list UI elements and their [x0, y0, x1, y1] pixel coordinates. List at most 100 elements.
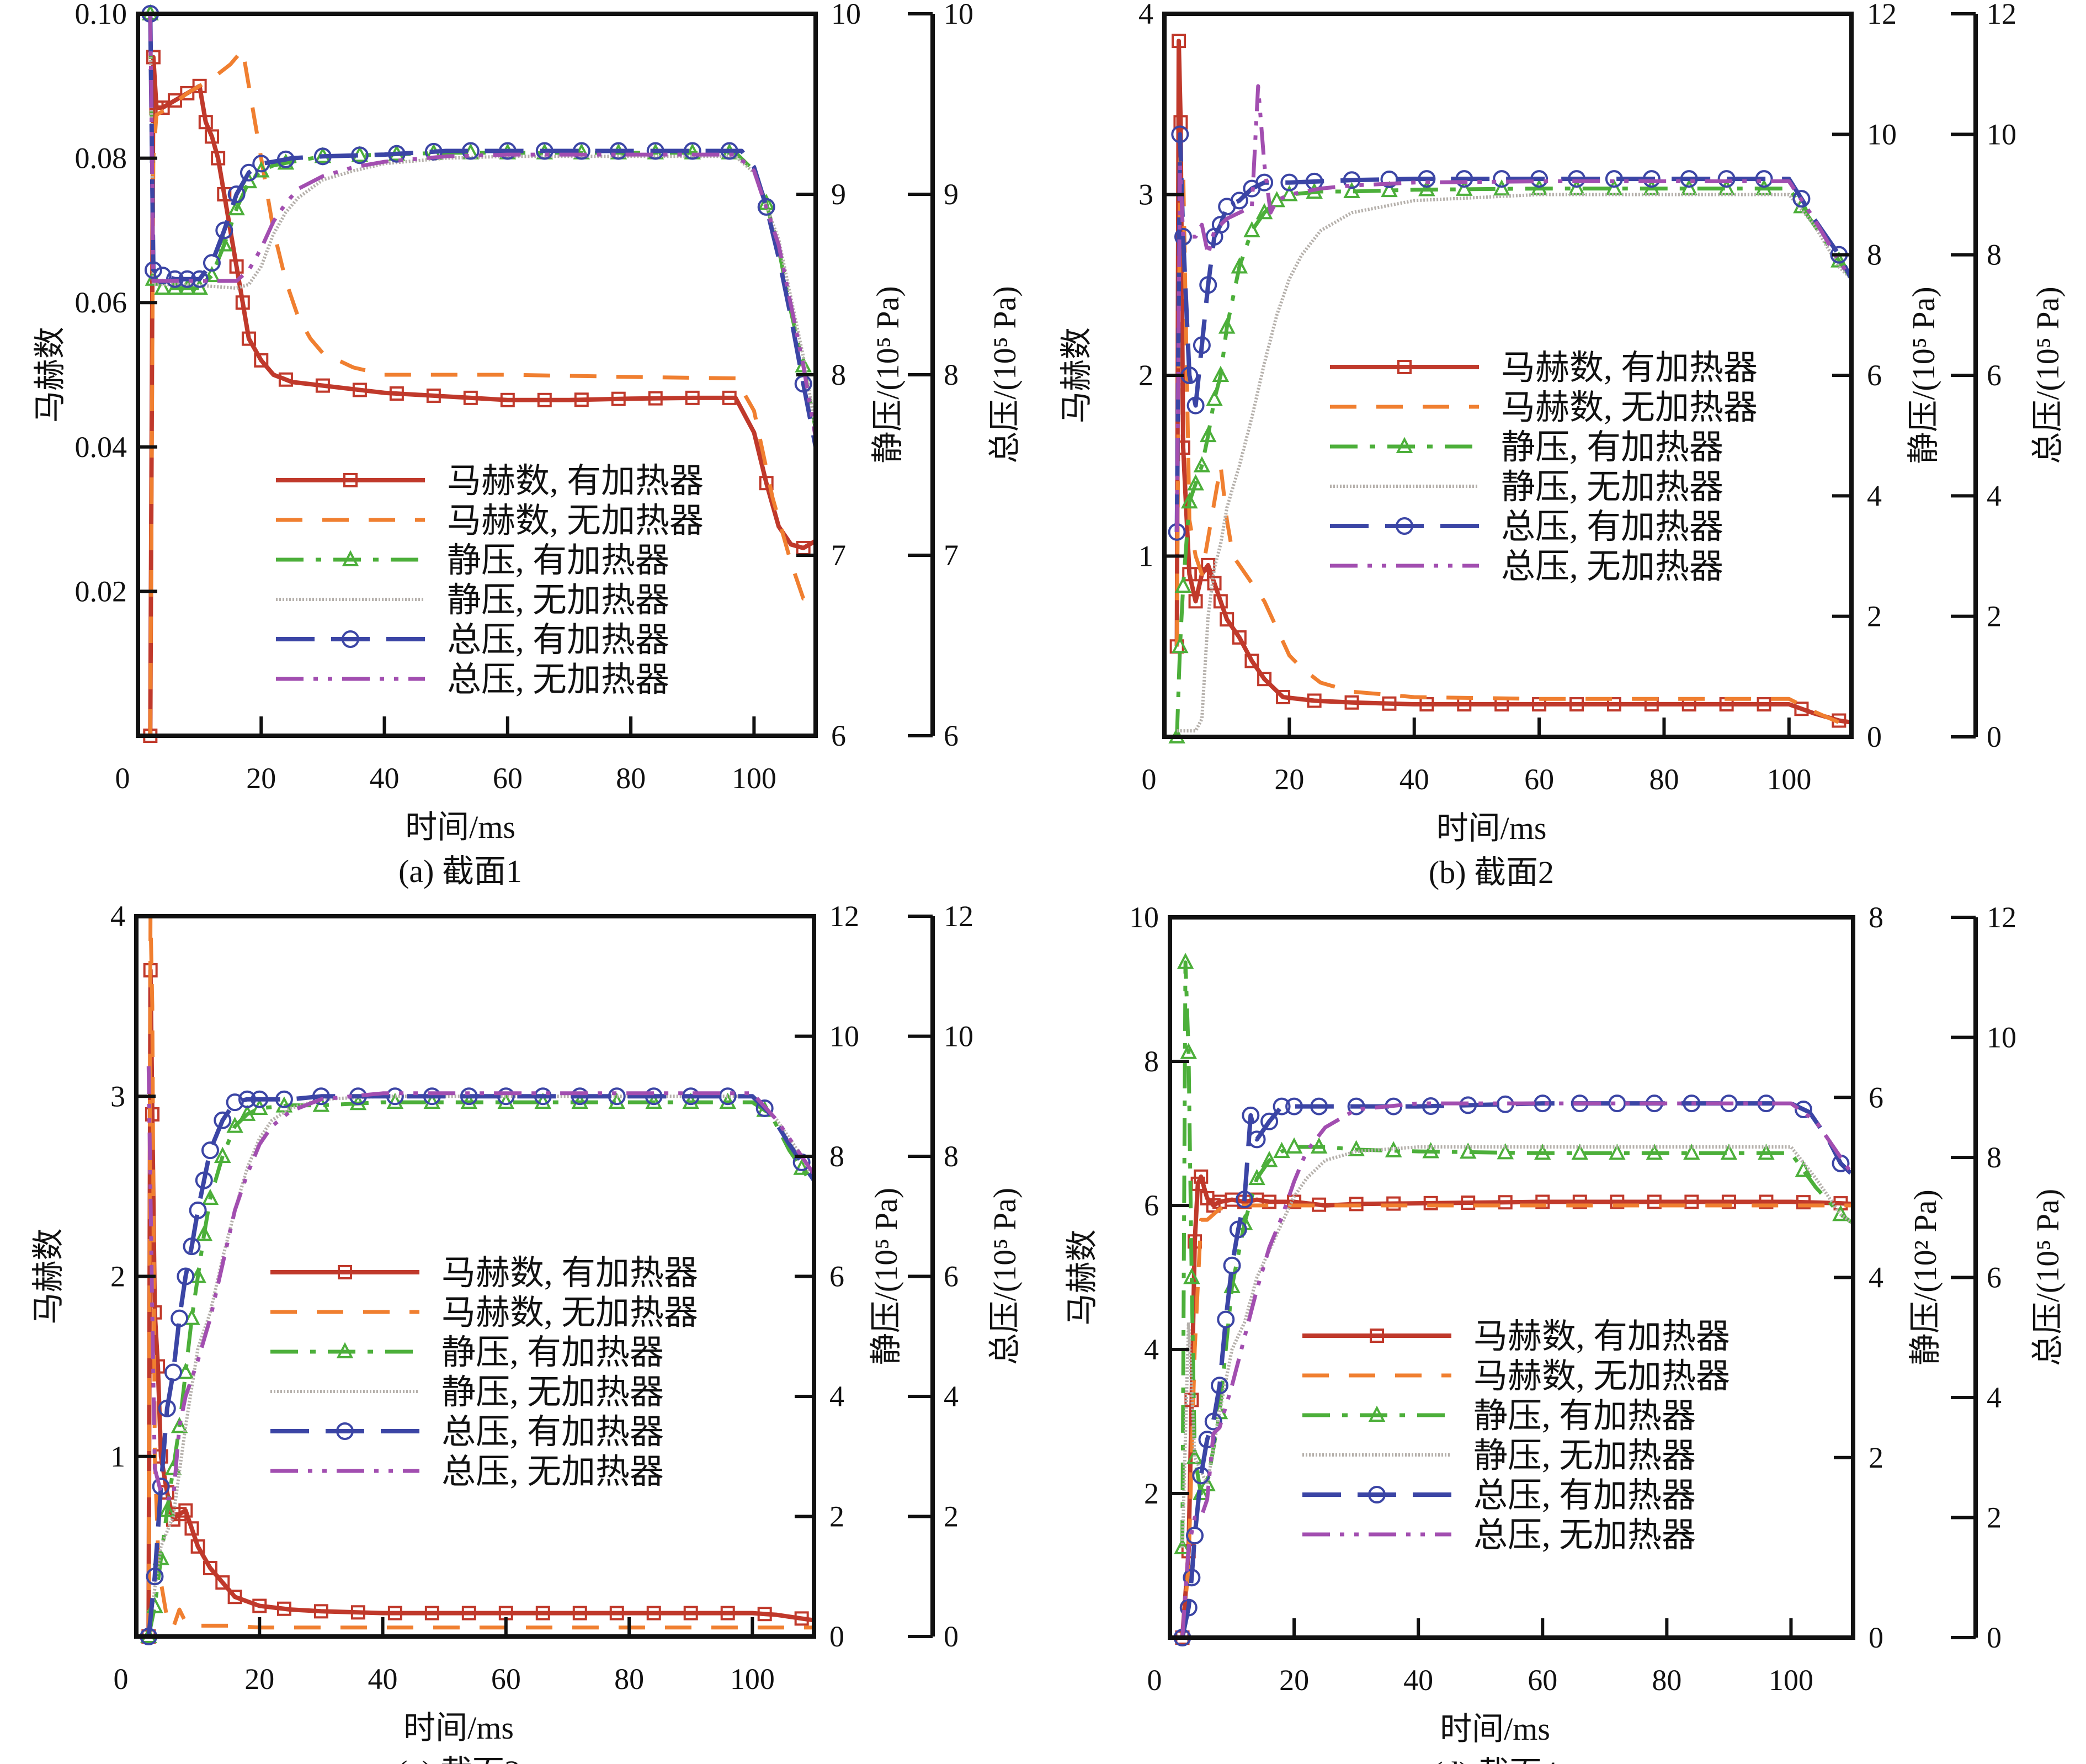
data-marker [1720, 1144, 1738, 1160]
legend-label: 马赫数, 无加热器 [447, 502, 704, 540]
data-marker [312, 1087, 330, 1106]
data-marker [1255, 203, 1273, 220]
legend-marker [342, 630, 359, 648]
data-marker [251, 1090, 269, 1108]
y-right1-tick-label: 2 [829, 1500, 844, 1533]
data-marker [155, 100, 170, 115]
data-marker [461, 1606, 476, 1620]
legend-marker [1396, 517, 1413, 535]
x-tick-label: 40 [370, 762, 400, 795]
data-marker [1721, 1194, 1736, 1209]
data-marker [1285, 1137, 1303, 1154]
x-axis-title: 时间/ms [405, 809, 515, 845]
panel-caption: (d) 截面4 [1432, 1755, 1557, 1764]
y-left-axis-title: 马赫数 [1058, 327, 1094, 423]
legend-label: 静压, 无加热器 [1501, 469, 1723, 506]
legend-label: 静压, 无加热器 [447, 582, 669, 619]
data-marker [1174, 576, 1192, 593]
data-marker [1683, 1094, 1701, 1113]
legend-marker [342, 550, 359, 566]
data-marker [1605, 170, 1623, 188]
data-marker [1218, 317, 1236, 334]
data-marker [387, 145, 406, 163]
data-marker [497, 1087, 515, 1106]
y-right2-tick-label: 4 [944, 1380, 959, 1413]
data-marker [609, 1606, 624, 1620]
data-marker [191, 278, 208, 295]
series-line-4 [146, 1094, 816, 1637]
data-marker [1830, 251, 1848, 268]
data-marker [1755, 179, 1773, 195]
data-marker [608, 1087, 626, 1106]
x-tick-label: 0 [1147, 1664, 1162, 1697]
data-marker [1497, 1143, 1514, 1160]
legend-marker [1396, 437, 1413, 453]
x-tick-label: 0 [115, 762, 130, 795]
data-marker [1796, 1195, 1811, 1210]
data-marker [153, 267, 172, 285]
series-line-0 [1180, 1174, 1854, 1638]
series-markers-4 [141, 5, 812, 393]
data-marker [572, 142, 590, 160]
y-right1-tick-label: 2 [1869, 1441, 1883, 1474]
y-left-tick-label: 0.04 [75, 431, 127, 464]
data-marker [757, 1607, 772, 1622]
y-right1-tick-label: 6 [1869, 1081, 1883, 1114]
legend-label: 马赫数, 有加热器 [447, 463, 704, 500]
y-left-tick-label: 2 [1138, 359, 1153, 392]
data-marker [252, 1598, 267, 1613]
data-marker [720, 1606, 735, 1620]
data-marker [389, 386, 404, 401]
legend-label: 总压, 无加热器 [1501, 548, 1723, 586]
data-marker [198, 115, 213, 130]
data-marker [178, 1503, 193, 1518]
data-marker [1792, 190, 1811, 208]
data-marker [146, 1568, 164, 1586]
data-marker [226, 1093, 244, 1112]
data-marker [1242, 1106, 1260, 1124]
data-marker [1717, 170, 1736, 188]
data-marker [1534, 1094, 1552, 1113]
y-right1-axis-title: 静压/(10² Pa) [1907, 1189, 1943, 1365]
y-right2-axis-title: 总压/(10⁵ Pa) [2030, 286, 2066, 464]
data-marker [215, 1575, 230, 1590]
data-marker [152, 1478, 170, 1496]
data-marker [183, 1309, 200, 1325]
y-left-tick-label: 2 [110, 1260, 125, 1293]
legend-label: 总压, 有加热器 [447, 621, 669, 659]
y-left-tick-label: 8 [1144, 1045, 1159, 1078]
data-marker [1211, 1377, 1229, 1395]
y-right1-tick-label: 4 [1867, 479, 1882, 512]
data-marker [1186, 1448, 1204, 1464]
data-marker [460, 1092, 478, 1109]
y-left-axis-title: 马赫数 [1064, 1229, 1100, 1325]
y-right1-tick-label: 4 [1869, 1261, 1883, 1294]
data-marker [145, 269, 162, 286]
panel-a: 0 20 40 60 80 100 0.02 0.04 0.06 0.08 0.10 6 7 8 9 10 6 7… [32, 0, 1023, 889]
legend-label: 马赫数, 有加热器 [441, 1255, 698, 1292]
data-marker [1281, 185, 1298, 201]
data-marker [1794, 1101, 1812, 1118]
data-marker [1188, 594, 1203, 609]
data-marker [241, 331, 256, 346]
y-left-tick-label: 3 [110, 1080, 125, 1113]
data-marker [611, 391, 626, 406]
data-marker [179, 278, 196, 295]
data-marker [386, 1092, 404, 1109]
data-marker [1243, 221, 1260, 237]
y-left-tick-label: 2 [1144, 1477, 1159, 1510]
series-line-0 [1174, 39, 1852, 725]
data-marker [1493, 170, 1511, 188]
data-marker [352, 382, 367, 397]
x-tick-label: 80 [614, 1662, 644, 1696]
data-marker [1268, 191, 1286, 208]
data-marker [682, 1092, 700, 1109]
data-marker [171, 1309, 189, 1327]
y-right2-tick-label: 10 [944, 0, 973, 30]
x-tick-label: 100 [732, 762, 776, 795]
series-group [1173, 953, 1855, 1646]
x-tick-label: 40 [1399, 763, 1429, 796]
legend-label: 总压, 有加热器 [1501, 508, 1723, 546]
